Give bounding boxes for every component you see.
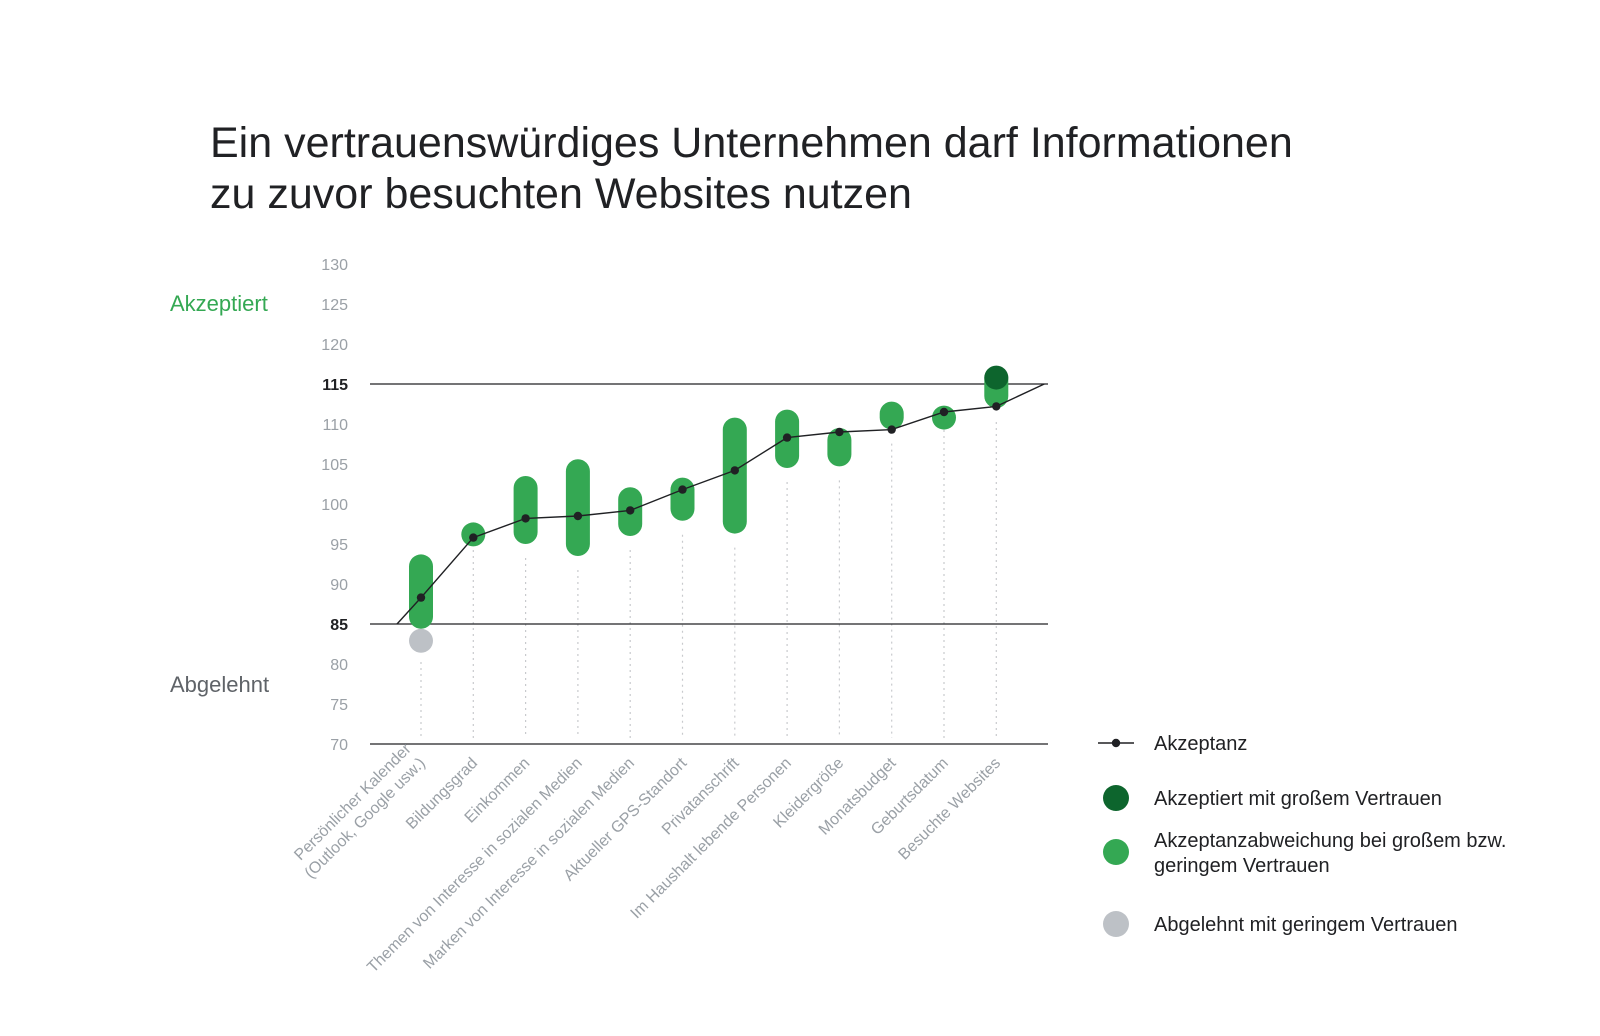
- legend-label: Akzeptanz: [1154, 733, 1247, 755]
- x-tick-label-line: Besuchte Websites: [895, 755, 1004, 864]
- y-tick-label: 110: [322, 417, 348, 434]
- y-tick-label: 130: [321, 257, 348, 274]
- y-tick-label: 85: [330, 617, 348, 634]
- acceptance-line-group: [396, 383, 1045, 625]
- legend-label: Abgelehnt mit geringem Vertrauen: [1154, 914, 1458, 936]
- y-tick-label: 80: [330, 657, 348, 674]
- range-bar: [409, 554, 433, 629]
- legend-swatch-high: [1103, 785, 1129, 811]
- acceptance-point: [730, 466, 739, 475]
- y-tick-label: 90: [330, 577, 348, 594]
- range-bar: [722, 417, 747, 534]
- y-tick-label: 70: [330, 737, 348, 754]
- reference-lines: [370, 383, 1048, 745]
- acceptance-point: [782, 433, 792, 442]
- chart-title: Ein vertrauenswürdiges Unternehmen darf …: [210, 119, 1293, 218]
- low-trust-range: [409, 628, 433, 653]
- legend-label: geringem Vertrauen: [1154, 855, 1330, 877]
- range-bar: [827, 428, 852, 467]
- acceptance-point: [992, 402, 1001, 411]
- y-tick-label: 100: [321, 497, 348, 514]
- acceptance-point: [573, 511, 583, 521]
- legend-swatch-low: [1103, 911, 1129, 937]
- legend-label: Akzeptanzabweichung bei großem bzw.: [1154, 830, 1506, 852]
- y-tick-label: 125: [321, 297, 348, 314]
- y-axis: 130 125 120 115 110 105 100 95 90 85 80 75 70: [321, 257, 348, 754]
- legend-label: Akzeptiert mit großem Vertrauen: [1154, 788, 1442, 810]
- y-tick-label: 75: [330, 697, 348, 714]
- accepted-zone-label: Akzeptiert: [170, 291, 268, 316]
- range-bar: [879, 401, 904, 430]
- legend-swatch-range: [1103, 839, 1129, 865]
- x-tick-label-line: Persönlicher Kalender: [291, 740, 415, 864]
- rejected-zone-label: Abgelehnt: [170, 672, 269, 697]
- high-trust-range: [984, 365, 1009, 390]
- y-tick-label: 115: [322, 377, 348, 394]
- chart-title-line-1: Ein vertrauenswürdiges Unternehmen darf …: [210, 119, 1293, 167]
- category-guides: [420, 422, 997, 738]
- acceptance-line: [396, 383, 1045, 625]
- range-bar: [565, 459, 590, 556]
- x-tick-label: Persönlicher Kalender(Outlook, Google us…: [291, 740, 428, 882]
- y-tick-label: 95: [330, 537, 348, 554]
- y-tick-label: 105: [321, 457, 348, 474]
- range-bar: [513, 476, 538, 544]
- x-tick-label: Besuchte Websites: [895, 755, 1004, 864]
- acceptance-point: [835, 427, 844, 437]
- range-bar: [670, 477, 695, 521]
- chart-title-line-2: zu zuvor besuchten Websites nutzen: [210, 170, 912, 218]
- x-axis-labels: Persönlicher Kalender(Outlook, Google us…: [291, 740, 1004, 976]
- range-bars: [409, 365, 1009, 653]
- acceptance-point: [626, 506, 635, 515]
- legend: Akzeptanz Akzeptiert mit großem Vertrauen…: [1098, 733, 1506, 937]
- acceptance-point: [416, 593, 426, 602]
- y-tick-label: 120: [321, 337, 348, 354]
- acceptance-point: [678, 485, 687, 494]
- acceptance-point: [887, 425, 896, 434]
- acceptance-point: [939, 407, 949, 417]
- acceptance-point: [469, 533, 478, 542]
- legend-point-swatch: [1111, 738, 1121, 748]
- acceptance-point: [521, 514, 530, 523]
